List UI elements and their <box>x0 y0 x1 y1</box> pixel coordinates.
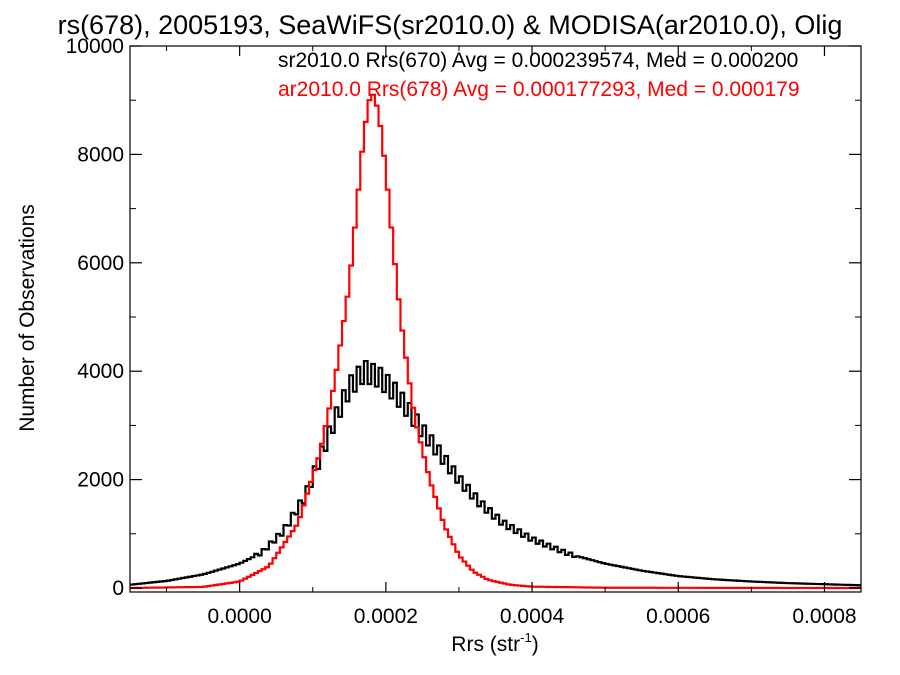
series-line-sr2010 <box>130 359 861 587</box>
x-tick-label: 0.0006 <box>646 605 710 628</box>
x-axis-label: Rrs (str-1) <box>451 630 538 656</box>
ticks-layer: 0.0000 0.0002 0.0004 0.0006 0.0008 0 2000 4000 6… <box>66 35 861 628</box>
y-tick-label: 10000 <box>66 35 124 58</box>
plot-frame <box>129 45 862 593</box>
x-tick-label: 0.0000 <box>208 605 272 628</box>
series-layer <box>130 93 861 590</box>
y-axis-label: Number of Observations <box>16 204 39 432</box>
y-tick-label: 0 <box>112 577 124 600</box>
x-tick-label: 0.0002 <box>354 605 418 628</box>
y-tick-label: 4000 <box>77 360 124 383</box>
annotation-sr2010: sr2010.0 Rrs(670) Avg = 0.000239574, Med… <box>278 49 798 72</box>
x-tick-label: 0.0008 <box>792 605 856 628</box>
y-tick-label: 8000 <box>77 143 124 166</box>
y-tick-label: 6000 <box>77 252 124 275</box>
chart-title: rs(678), 2005193, SeaWiFS(sr2010.0) & MO… <box>58 10 843 40</box>
x-tick-label: 0.0004 <box>500 605 565 628</box>
series-line-ar2010 <box>130 93 861 590</box>
annotation-ar2010: ar2010.0 Rrs(678) Avg = 0.000177293, Med… <box>278 78 800 101</box>
y-tick-label: 2000 <box>77 469 124 492</box>
